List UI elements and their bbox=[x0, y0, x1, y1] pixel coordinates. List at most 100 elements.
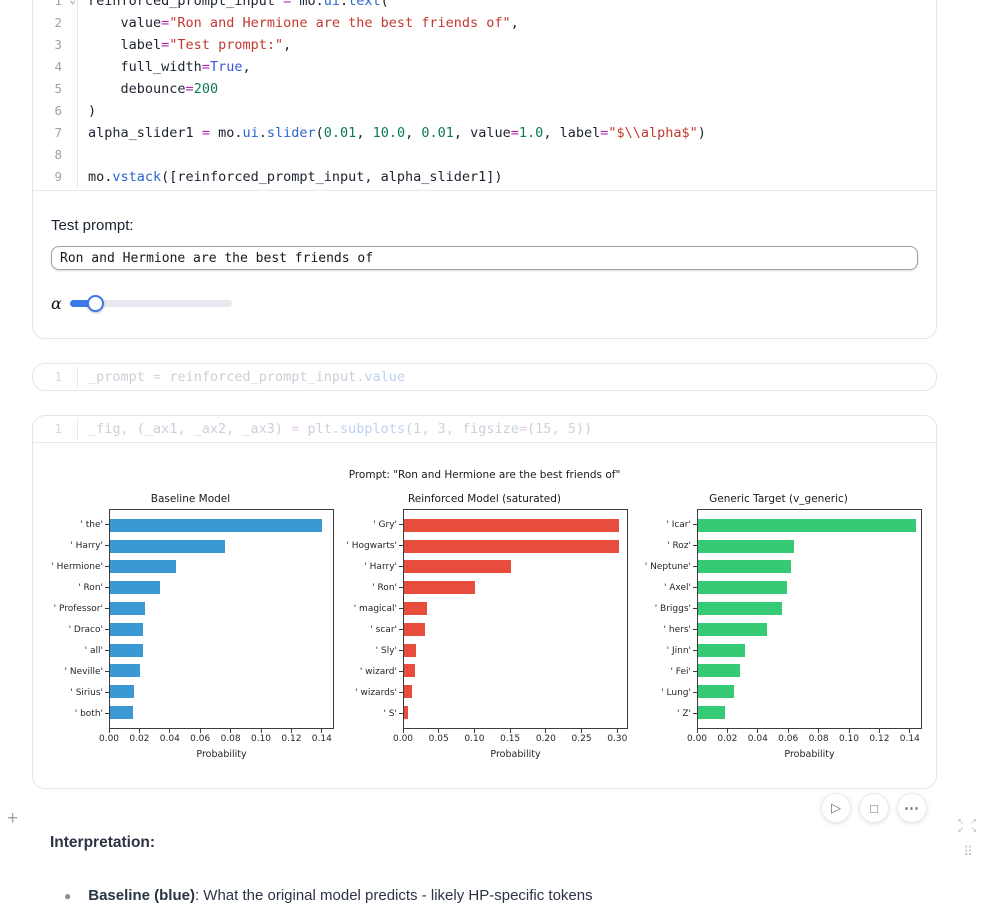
x-tick: 0.00 bbox=[99, 729, 119, 744]
y-tick-label: ' Axel' bbox=[635, 583, 697, 593]
bar bbox=[698, 602, 783, 616]
bar-row bbox=[404, 518, 627, 532]
y-tick-label: ' all' bbox=[47, 646, 109, 656]
code-line[interactable]: 3 label="Test prompt:", bbox=[33, 34, 936, 56]
bar bbox=[110, 518, 323, 532]
bar bbox=[404, 622, 426, 636]
x-tick: 0.00 bbox=[393, 729, 413, 744]
cell-3-editor[interactable]: 1 _fig, (_ax1, _ax2, _ax3) = plt.subplots… bbox=[33, 416, 936, 442]
line-number: 6 bbox=[33, 100, 78, 122]
bar-row bbox=[404, 622, 627, 636]
expand-cell-icon[interactable]: ↖ ↗ ↙ ↘ bbox=[957, 817, 979, 834]
bar bbox=[404, 518, 619, 532]
x-tick: 0.30 bbox=[607, 729, 627, 744]
plot-area bbox=[109, 509, 334, 729]
prompt-text-input[interactable] bbox=[51, 246, 918, 270]
line-number: 2 bbox=[33, 12, 78, 34]
slider-thumb-handle[interactable] bbox=[86, 294, 104, 312]
bar-row bbox=[404, 664, 627, 678]
bullet-bold-text: Baseline (blue) bbox=[88, 887, 195, 904]
run-cell-button[interactable]: ▷ bbox=[821, 793, 851, 823]
y-axis-labels: ' Icar' ' Roz' ' Neptune' ' Axel' ' Briggs' '… bbox=[635, 509, 697, 729]
stop-cell-button[interactable]: □ bbox=[859, 793, 889, 823]
y-tick-label: ' Sirius' bbox=[47, 688, 109, 698]
bar bbox=[698, 643, 745, 657]
line-number: 9 bbox=[33, 166, 78, 188]
code-line[interactable]: 1⌄reinforced_prompt_input = mo.ui.text( bbox=[33, 0, 936, 12]
plot-area bbox=[403, 509, 628, 729]
bar bbox=[404, 685, 412, 699]
y-tick-label: ' Gry' bbox=[341, 520, 403, 530]
interpretation-list: ● Baseline (blue): What the original mod… bbox=[50, 887, 593, 904]
code-line[interactable]: 5 debounce=200 bbox=[33, 78, 936, 100]
bar-row bbox=[404, 643, 627, 657]
bar bbox=[404, 643, 417, 657]
cell-actions: ▷ □ ⋯ bbox=[821, 793, 927, 823]
code-line[interactable]: 7 alpha_slider1 = mo.ui.slider(0.01, 10.0… bbox=[33, 122, 936, 144]
code-line[interactable]: 9 mo.vstack([reinforced_prompt_input, alp… bbox=[33, 166, 936, 188]
bar-row bbox=[110, 664, 333, 678]
bar bbox=[110, 539, 225, 553]
bar-row bbox=[698, 664, 921, 678]
code-line[interactable]: 8 bbox=[33, 144, 936, 166]
x-tick: 0.20 bbox=[536, 729, 556, 744]
test-prompt-label: Test prompt: bbox=[51, 217, 134, 234]
bar bbox=[404, 602, 428, 616]
y-tick-label: ' Fei' bbox=[635, 667, 697, 677]
code-line[interactable]: 1 _fig, (_ax1, _ax2, _ax3) = plt.subplots… bbox=[33, 418, 936, 440]
x-tick: 0.10 bbox=[251, 729, 271, 744]
y-tick-label: ' Z' bbox=[635, 709, 697, 719]
stop-icon: □ bbox=[870, 800, 878, 816]
y-tick-label: ' hers' bbox=[635, 625, 697, 635]
y-tick-label: ' Sly' bbox=[341, 646, 403, 656]
y-tick-label: ' Hogwarts' bbox=[341, 541, 403, 551]
matplotlib-figure: Prompt: "Ron and Hermione are the best f… bbox=[33, 443, 936, 788]
bar-row bbox=[404, 685, 627, 699]
line-number: 1⌄ bbox=[33, 0, 78, 12]
code-line[interactable]: 4 full_width=True, bbox=[33, 56, 936, 78]
bar-row bbox=[110, 518, 333, 532]
cell-1-editor[interactable]: 1⌄reinforced_prompt_input = mo.ui.text(2… bbox=[33, 0, 936, 190]
x-tick: 0.08 bbox=[221, 729, 241, 744]
x-tick: 0.14 bbox=[900, 729, 920, 744]
line-number: 1 bbox=[33, 418, 78, 440]
chart-title: Generic Target (v_generic) bbox=[709, 493, 848, 505]
bar bbox=[404, 706, 409, 720]
bar-row bbox=[404, 560, 627, 574]
x-tick: 0.05 bbox=[429, 729, 449, 744]
x-tick: 0.04 bbox=[748, 729, 768, 744]
slider-fill bbox=[69, 299, 96, 307]
cell-side-tools: ↖ ↗ ↙ ↘ ⠿ bbox=[957, 818, 979, 860]
add-cell-button[interactable]: + bbox=[7, 808, 18, 830]
y-tick-label: ' Neville' bbox=[47, 667, 109, 677]
bar bbox=[698, 581, 787, 595]
code-line[interactable]: 2 value="Ron and Hermione are the best f… bbox=[33, 12, 936, 34]
code-line[interactable]: 1 _prompt = reinforced_prompt_input.value bbox=[33, 366, 936, 388]
bar bbox=[110, 664, 141, 678]
y-tick-label: ' the' bbox=[47, 520, 109, 530]
y-tick-label: ' both' bbox=[47, 709, 109, 719]
x-tick: 0.04 bbox=[160, 729, 180, 744]
bar-row bbox=[110, 685, 333, 699]
fold-chevron-icon[interactable]: ⌄ bbox=[69, 0, 76, 11]
y-tick-label: ' magical' bbox=[341, 604, 403, 614]
bar bbox=[404, 664, 415, 678]
line-number: 1 bbox=[33, 366, 78, 388]
ellipsis-icon: ⋯ bbox=[904, 800, 920, 817]
y-tick-label: ' Professor' bbox=[47, 604, 109, 614]
drag-handle-icon[interactable]: ⠿ bbox=[963, 844, 973, 859]
cell-divider bbox=[33, 190, 936, 191]
bar bbox=[110, 560, 177, 574]
code-line[interactable]: 6) bbox=[33, 100, 936, 122]
more-actions-button[interactable]: ⋯ bbox=[897, 793, 927, 823]
alpha-slider[interactable] bbox=[69, 294, 232, 312]
alpha-slider-row: α bbox=[51, 294, 918, 313]
bullet-icon: ● bbox=[64, 889, 72, 903]
cell-2-editor[interactable]: 1 _prompt = reinforced_prompt_input.value bbox=[33, 364, 936, 390]
plus-icon: + bbox=[7, 808, 19, 829]
chart-title: Baseline Model bbox=[150, 493, 231, 505]
bar-row bbox=[110, 622, 333, 636]
bar-row bbox=[110, 539, 333, 553]
x-tick: 0.12 bbox=[281, 729, 301, 744]
